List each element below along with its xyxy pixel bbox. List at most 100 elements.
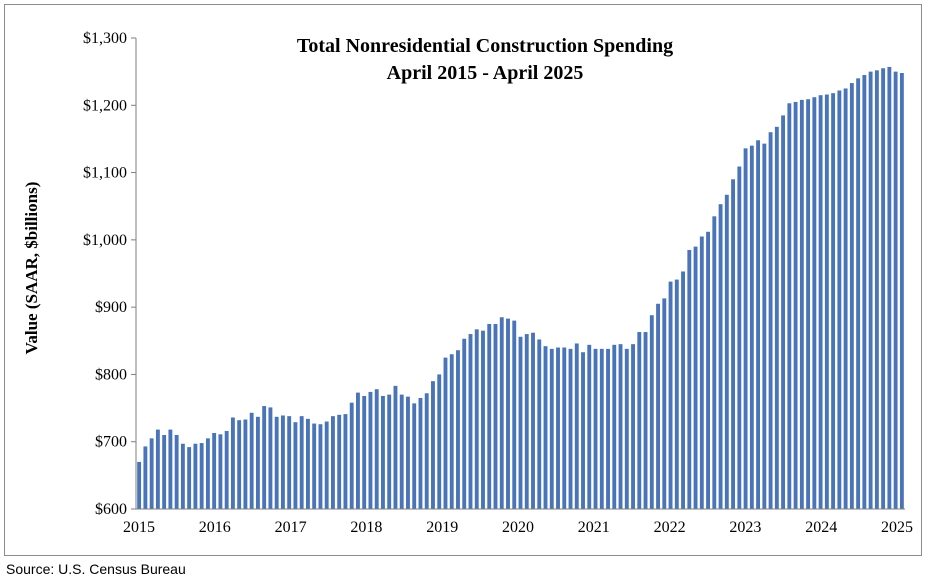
bar [249,412,254,509]
bar [549,348,554,509]
bar [349,402,354,509]
bar [706,231,710,509]
bar [818,95,823,509]
bar [862,75,867,509]
bar [743,148,748,509]
bar [381,395,385,509]
bar [543,346,548,509]
bar [262,406,267,509]
bar [668,281,673,509]
bar [699,236,704,510]
bar [618,344,623,509]
bar [837,90,842,509]
bar [424,393,429,509]
bar [362,395,367,509]
bar [137,461,142,509]
bar [387,394,392,509]
y-tick-label: $700 [95,434,127,451]
bar [868,71,873,509]
y-axis: $600 $700 $800 $900 $1,000 $1,100 $1,200 $1,300 [83,30,137,518]
x-tick-label: 2024 [805,519,837,536]
bar [168,429,173,509]
bar [599,348,604,509]
bar [749,145,754,509]
bar [299,416,304,509]
bar [205,438,210,509]
bar [631,344,635,509]
bar [406,396,410,509]
bar [356,392,360,509]
bar [524,334,529,509]
bar [899,72,904,510]
x-tick-label: 2021 [578,519,610,536]
bar [174,434,179,509]
bar [812,97,817,510]
bar [824,94,829,510]
bar [481,330,485,509]
bar [324,421,329,509]
bar [399,394,404,509]
bar [581,352,585,509]
bar [656,303,660,509]
bar [531,332,535,509]
x-tick-label: 2020 [502,519,534,536]
bar [556,347,560,509]
bar [593,348,598,509]
bar [731,179,736,510]
bar [230,417,235,509]
x-tick-label: 2022 [654,519,686,536]
x-tick-label: 2015 [123,519,155,536]
bar [881,68,886,509]
bar [331,416,335,509]
source-note: Source: U.S. Census Bureau [6,561,186,577]
bar [793,101,798,510]
bar [437,374,442,509]
bar [487,323,492,509]
bar [568,348,573,509]
bar [218,434,223,509]
bar [781,115,786,509]
bar [518,336,523,509]
bar [718,204,723,509]
bar [155,429,160,509]
y-tick-label: $1,100 [83,165,127,182]
bar [612,344,617,509]
bar [255,416,260,509]
bar [499,317,504,509]
x-tick-label: 2023 [729,519,761,536]
bar [724,194,729,509]
bar [318,424,323,509]
bar [243,419,248,509]
bar [693,246,698,509]
chart-subtitle: April 2015 - April 2025 [387,62,584,84]
bar [768,132,773,509]
bar [506,318,510,509]
x-tick-label: 2019 [426,519,458,536]
bar [774,126,779,509]
bar [606,348,610,509]
bar [237,420,242,509]
bar [305,418,310,509]
y-tick-label: $1,200 [83,97,127,114]
chart-title: Total Nonresidential Construction Spendi… [297,35,673,57]
bar [162,434,167,509]
bar [393,385,398,509]
bar [412,403,417,509]
bar [787,103,792,510]
bar [224,430,229,509]
bar [187,447,192,509]
bar [587,344,592,509]
bar [287,416,292,509]
bar [637,332,642,509]
bar [449,354,454,509]
y-tick-label: $600 [95,501,127,518]
y-axis-label: Value (SAAR, $billions) [22,182,41,355]
bar [280,415,285,509]
bar [649,315,654,509]
bar [462,338,467,509]
bar [374,389,379,509]
bar [537,339,542,509]
bar [849,83,854,509]
bar [643,332,648,509]
